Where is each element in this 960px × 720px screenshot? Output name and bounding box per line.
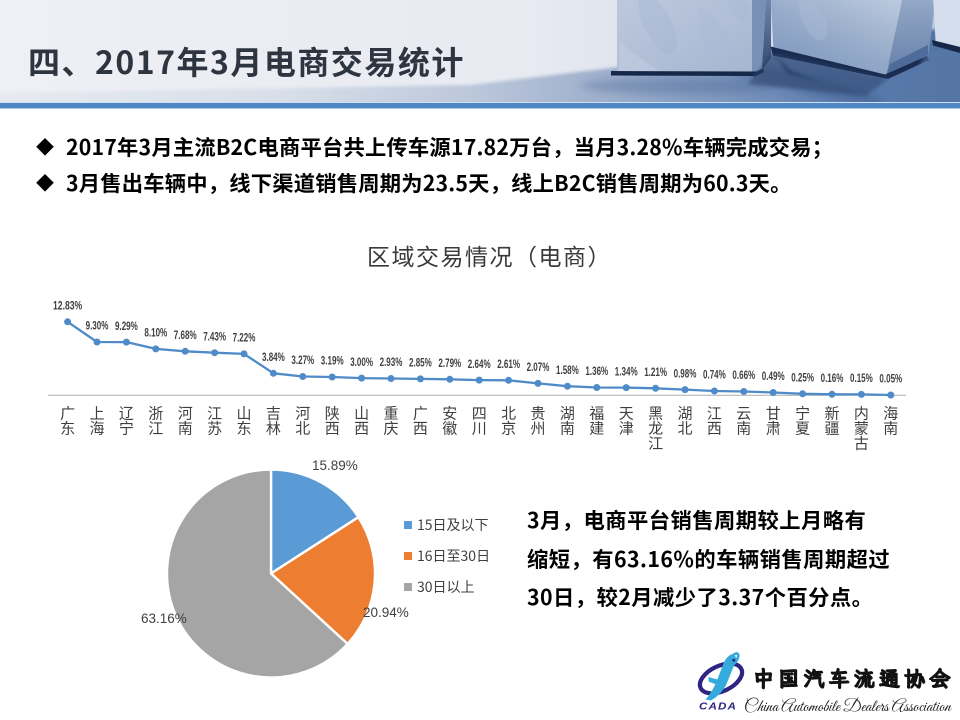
svg-text:12.83%: 12.83% — [53, 299, 82, 313]
svg-text:0.16%: 0.16% — [821, 371, 844, 385]
svg-text:天津: 天津 — [619, 403, 634, 439]
svg-text:浙江: 浙江 — [148, 403, 163, 439]
svg-text:江苏: 江苏 — [207, 403, 222, 439]
svg-text:上海: 上海 — [89, 403, 104, 439]
svg-text:2.64%: 2.64% — [468, 357, 491, 371]
svg-text:0.25%: 0.25% — [791, 371, 814, 385]
svg-text:河南: 河南 — [178, 403, 193, 439]
svg-text:广西: 广西 — [413, 403, 428, 439]
svg-text:2.93%: 2.93% — [380, 355, 403, 369]
svg-text:2.61%: 2.61% — [497, 357, 520, 371]
svg-text:9.30%: 9.30% — [86, 319, 109, 333]
svg-text:2.79%: 2.79% — [438, 356, 461, 370]
svg-text:甘肃: 甘肃 — [766, 403, 781, 439]
svg-text:北京: 北京 — [501, 403, 516, 439]
svg-text:贵州: 贵州 — [530, 403, 545, 439]
svg-text:山西: 山西 — [354, 403, 369, 439]
svg-text:新疆: 新疆 — [824, 403, 839, 439]
svg-text:3.27%: 3.27% — [291, 353, 314, 367]
svg-text:1.58%: 1.58% — [556, 363, 579, 377]
svg-text:海南: 海南 — [883, 403, 898, 439]
svg-text:福建: 福建 — [589, 403, 604, 439]
svg-text:0.74%: 0.74% — [703, 368, 726, 382]
svg-text:2.85%: 2.85% — [409, 356, 432, 370]
svg-text:湖北: 湖北 — [677, 403, 692, 439]
svg-text:广东: 广东 — [60, 403, 75, 439]
svg-text:1.34%: 1.34% — [615, 364, 638, 378]
svg-text:CADA: CADA — [699, 701, 737, 713]
svg-text:0.05%: 0.05% — [879, 372, 902, 386]
svg-text:辽宁: 辽宁 — [119, 403, 134, 439]
svg-text:陕西: 陕西 — [325, 403, 340, 439]
svg-text:7.68%: 7.68% — [174, 328, 197, 342]
svg-text:四川: 四川 — [472, 403, 487, 439]
svg-text:7.43%: 7.43% — [203, 329, 226, 343]
svg-text:7.22%: 7.22% — [233, 331, 256, 345]
svg-text:安徽: 安徽 — [442, 403, 457, 439]
svg-text:3.84%: 3.84% — [262, 350, 285, 364]
svg-text:河北: 河北 — [295, 403, 310, 439]
svg-text:江西: 江西 — [707, 403, 722, 439]
svg-text:云南: 云南 — [736, 403, 751, 439]
svg-text:内蒙古: 内蒙古 — [854, 403, 869, 454]
svg-text:湖南: 湖南 — [560, 403, 575, 439]
svg-text:吉林: 吉林 — [266, 403, 281, 439]
svg-text:8.10%: 8.10% — [144, 326, 167, 340]
svg-text:9.29%: 9.29% — [115, 319, 138, 333]
svg-text:黑龙江: 黑龙江 — [648, 403, 663, 454]
svg-text:1.21%: 1.21% — [644, 365, 667, 379]
svg-text:重庆: 重庆 — [383, 403, 398, 439]
svg-text:0.66%: 0.66% — [732, 368, 755, 382]
svg-text:3.19%: 3.19% — [321, 354, 344, 368]
svg-text:0.49%: 0.49% — [762, 369, 785, 383]
svg-text:0.15%: 0.15% — [850, 371, 873, 385]
svg-text:0.98%: 0.98% — [674, 366, 697, 380]
svg-text:3.00%: 3.00% — [350, 355, 373, 369]
svg-text:2.07%: 2.07% — [527, 360, 550, 374]
svg-text:宁夏: 宁夏 — [795, 403, 810, 439]
svg-text:山东: 山东 — [236, 403, 251, 439]
svg-text:1.36%: 1.36% — [585, 364, 608, 378]
